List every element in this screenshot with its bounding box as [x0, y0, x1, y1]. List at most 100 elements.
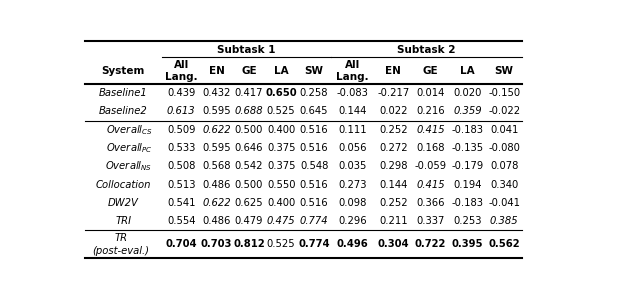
Text: -0.041: -0.041: [488, 198, 520, 208]
Text: 0.400: 0.400: [267, 125, 295, 135]
Text: -0.135: -0.135: [452, 143, 484, 153]
Text: 0.415: 0.415: [416, 125, 445, 135]
Text: 0.078: 0.078: [490, 161, 518, 171]
Text: 0.296: 0.296: [339, 216, 367, 226]
Text: -0.083: -0.083: [337, 88, 369, 98]
Text: 0.496: 0.496: [337, 239, 369, 249]
Text: 0.500: 0.500: [235, 125, 263, 135]
Text: 0.385: 0.385: [490, 216, 518, 226]
Text: 0.548: 0.548: [300, 161, 328, 171]
Text: Subtask 1: Subtask 1: [217, 45, 276, 55]
Text: 0.645: 0.645: [300, 106, 328, 116]
Text: EN: EN: [385, 66, 401, 76]
Text: All
Lang.: All Lang.: [337, 60, 369, 82]
Text: All
Lang.: All Lang.: [165, 60, 198, 82]
Text: 0.098: 0.098: [339, 198, 367, 208]
Text: 0.622: 0.622: [202, 198, 231, 208]
Text: 0.625: 0.625: [235, 198, 263, 208]
Text: 0.400: 0.400: [267, 198, 295, 208]
Text: 0.111: 0.111: [339, 125, 367, 135]
Text: 0.375: 0.375: [267, 143, 296, 153]
Text: 0.366: 0.366: [416, 198, 445, 208]
Text: 0.432: 0.432: [202, 88, 231, 98]
Text: LA: LA: [460, 66, 475, 76]
Text: 0.253: 0.253: [453, 216, 482, 226]
Text: -0.217: -0.217: [377, 88, 410, 98]
Text: 0.337: 0.337: [416, 216, 445, 226]
Text: 0.525: 0.525: [267, 239, 296, 249]
Text: 0.554: 0.554: [167, 216, 195, 226]
Text: 0.168: 0.168: [416, 143, 445, 153]
Text: 0.513: 0.513: [167, 180, 195, 190]
Text: EN: EN: [209, 66, 225, 76]
Text: 0.688: 0.688: [235, 106, 263, 116]
Text: 0.144: 0.144: [339, 106, 367, 116]
Text: TRI: TRI: [115, 216, 131, 226]
Text: 0.622: 0.622: [202, 125, 231, 135]
Text: 0.516: 0.516: [300, 180, 328, 190]
Text: 0.415: 0.415: [416, 180, 445, 190]
Text: 0.500: 0.500: [235, 180, 263, 190]
Text: -0.080: -0.080: [488, 143, 520, 153]
Text: 0.595: 0.595: [202, 106, 231, 116]
Text: 0.509: 0.509: [167, 125, 195, 135]
Text: System: System: [102, 66, 145, 76]
Text: 0.479: 0.479: [235, 216, 263, 226]
Text: 0.022: 0.022: [379, 106, 408, 116]
Text: 0.703: 0.703: [201, 239, 232, 249]
Text: 0.298: 0.298: [379, 161, 408, 171]
Text: 0.014: 0.014: [416, 88, 445, 98]
Text: 0.650: 0.650: [266, 88, 297, 98]
Text: GE: GE: [422, 66, 438, 76]
Text: -0.150: -0.150: [488, 88, 520, 98]
Text: 0.516: 0.516: [300, 143, 328, 153]
Text: LA: LA: [274, 66, 289, 76]
Text: 0.056: 0.056: [339, 143, 367, 153]
Text: 0.613: 0.613: [167, 106, 195, 116]
Text: 0.359: 0.359: [453, 106, 482, 116]
Text: 0.020: 0.020: [453, 88, 482, 98]
Text: 0.340: 0.340: [490, 180, 518, 190]
Text: $\mathit{Overall}_{\mathit{NS}}$: $\mathit{Overall}_{\mathit{NS}}$: [106, 160, 152, 173]
Text: 0.041: 0.041: [490, 125, 518, 135]
Text: 0.144: 0.144: [379, 180, 408, 190]
Text: 0.395: 0.395: [452, 239, 483, 249]
Text: GE: GE: [241, 66, 257, 76]
Text: 0.258: 0.258: [300, 88, 328, 98]
Text: 0.216: 0.216: [416, 106, 445, 116]
Text: 0.812: 0.812: [233, 239, 265, 249]
Text: Baseline1: Baseline1: [99, 88, 148, 98]
Text: 0.035: 0.035: [339, 161, 367, 171]
Text: 0.516: 0.516: [300, 198, 328, 208]
Text: 0.525: 0.525: [267, 106, 296, 116]
Text: 0.595: 0.595: [202, 143, 231, 153]
Text: 0.774: 0.774: [300, 216, 328, 226]
Text: 0.508: 0.508: [167, 161, 195, 171]
Text: 0.568: 0.568: [202, 161, 231, 171]
Text: -0.022: -0.022: [488, 106, 520, 116]
Text: 0.646: 0.646: [235, 143, 263, 153]
Text: 0.211: 0.211: [379, 216, 408, 226]
Text: $\mathit{Overall}_{\mathit{CS}}$: $\mathit{Overall}_{\mathit{CS}}$: [106, 123, 152, 137]
Text: 0.516: 0.516: [300, 125, 328, 135]
Text: 0.375: 0.375: [267, 161, 296, 171]
Text: 0.704: 0.704: [165, 239, 197, 249]
Text: Baseline2: Baseline2: [99, 106, 148, 116]
Text: 0.304: 0.304: [378, 239, 409, 249]
Text: 0.273: 0.273: [339, 180, 367, 190]
Text: 0.252: 0.252: [379, 125, 408, 135]
Text: 0.439: 0.439: [167, 88, 195, 98]
Text: -0.179: -0.179: [451, 161, 484, 171]
Text: 0.475: 0.475: [267, 216, 296, 226]
Text: TR
(post-eval.): TR (post-eval.): [92, 233, 149, 255]
Text: 0.541: 0.541: [167, 198, 195, 208]
Text: 0.774: 0.774: [298, 239, 330, 249]
Text: 0.533: 0.533: [167, 143, 195, 153]
Text: 0.722: 0.722: [415, 239, 446, 249]
Text: 0.486: 0.486: [202, 216, 231, 226]
Text: 0.486: 0.486: [202, 180, 231, 190]
Text: $\mathit{Overall}_{\mathit{PC}}$: $\mathit{Overall}_{\mathit{PC}}$: [106, 141, 152, 155]
Text: 0.272: 0.272: [379, 143, 408, 153]
Text: 0.562: 0.562: [488, 239, 520, 249]
Text: Subtask 2: Subtask 2: [397, 45, 456, 55]
